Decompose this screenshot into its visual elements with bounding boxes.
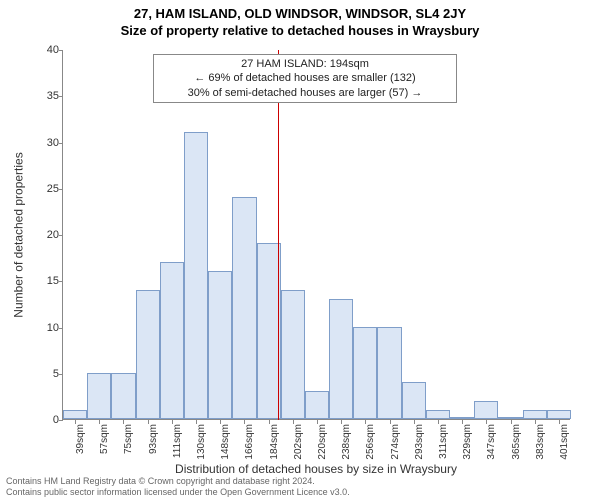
- y-tick-label: 0: [25, 414, 59, 426]
- histogram-bar: [329, 299, 353, 419]
- x-tick-label: 93sqm: [148, 424, 159, 464]
- y-tick-mark: [59, 328, 63, 329]
- annotation-box: 27 HAM ISLAND: 194sqm ← 69% of detached …: [153, 54, 457, 103]
- title-main: 27, HAM ISLAND, OLD WINDSOR, WINDSOR, SL…: [0, 0, 600, 21]
- x-tick-label: 39sqm: [75, 424, 86, 464]
- x-tick-label: 130sqm: [196, 424, 207, 464]
- annotation-line3: 30% of semi-detached houses are larger (…: [160, 86, 450, 100]
- footer-line2: Contains public sector information licen…: [6, 487, 594, 498]
- x-tick-label: 220sqm: [317, 424, 328, 464]
- y-tick-label: 5: [25, 368, 59, 380]
- x-tick-label: 238sqm: [341, 424, 352, 464]
- histogram-bar: [498, 417, 522, 419]
- x-tick-label: 365sqm: [511, 424, 522, 464]
- histogram-bar: [63, 410, 87, 419]
- x-tick-label: 293sqm: [414, 424, 425, 464]
- x-tick-label: 256sqm: [365, 424, 376, 464]
- chart-container: 27, HAM ISLAND, OLD WINDSOR, WINDSOR, SL…: [0, 0, 600, 500]
- y-tick-label: 20: [25, 229, 59, 241]
- title-sub: Size of property relative to detached ho…: [0, 21, 600, 38]
- y-tick-mark: [59, 374, 63, 375]
- x-axis-label: Distribution of detached houses by size …: [62, 462, 570, 476]
- y-tick-mark: [59, 235, 63, 236]
- histogram-bar: [136, 290, 160, 420]
- reference-line: [278, 50, 279, 420]
- x-tick-label: 148sqm: [220, 424, 231, 464]
- histogram-bar: [377, 327, 401, 420]
- y-tick-mark: [59, 281, 63, 282]
- histogram-bar: [353, 327, 377, 420]
- x-tick-label: 401sqm: [559, 424, 570, 464]
- histogram-bar: [474, 401, 498, 420]
- x-tick-label: 184sqm: [269, 424, 280, 464]
- x-tick-label: 311sqm: [438, 424, 449, 464]
- x-tick-label: 347sqm: [486, 424, 497, 464]
- histogram-bar: [87, 373, 111, 419]
- y-tick-mark: [59, 143, 63, 144]
- y-tick-label: 10: [25, 322, 59, 334]
- y-tick-label: 35: [25, 90, 59, 102]
- y-tick-mark: [59, 50, 63, 51]
- x-tick-label: 57sqm: [99, 424, 110, 464]
- histogram-bar: [184, 132, 208, 419]
- y-tick-mark: [59, 420, 63, 421]
- histogram-bar: [523, 410, 547, 419]
- annotation-line2: ← 69% of detached houses are smaller (13…: [160, 71, 450, 85]
- y-tick-label: 25: [25, 183, 59, 195]
- x-tick-label: 329sqm: [462, 424, 473, 464]
- y-tick-mark: [59, 189, 63, 190]
- x-tick-label: 111sqm: [172, 424, 183, 464]
- chart-area: 27 HAM ISLAND: 194sqm ← 69% of detached …: [62, 50, 570, 420]
- y-tick-label: 40: [25, 44, 59, 56]
- histogram-bar: [281, 290, 305, 420]
- histogram-bar: [305, 391, 329, 419]
- annotation-line1: 27 HAM ISLAND: 194sqm: [160, 57, 450, 71]
- bars-group: [63, 49, 571, 419]
- footer: Contains HM Land Registry data © Crown c…: [6, 476, 594, 498]
- histogram-bar: [111, 373, 135, 419]
- x-tick-label: 166sqm: [244, 424, 255, 464]
- histogram-bar: [426, 410, 450, 419]
- histogram-bar: [160, 262, 184, 419]
- histogram-bar: [208, 271, 232, 419]
- footer-line1: Contains HM Land Registry data © Crown c…: [6, 476, 594, 487]
- histogram-bar: [547, 410, 571, 419]
- x-tick-label: 202sqm: [293, 424, 304, 464]
- histogram-bar: [450, 417, 474, 419]
- x-tick-label: 75sqm: [123, 424, 134, 464]
- x-tick-label: 383sqm: [535, 424, 546, 464]
- plot: 27 HAM ISLAND: 194sqm ← 69% of detached …: [62, 50, 570, 420]
- y-tick-label: 30: [25, 137, 59, 149]
- y-tick-mark: [59, 96, 63, 97]
- histogram-bar: [232, 197, 256, 419]
- x-tick-label: 274sqm: [390, 424, 401, 464]
- histogram-bar: [402, 382, 426, 419]
- y-tick-label: 15: [25, 275, 59, 287]
